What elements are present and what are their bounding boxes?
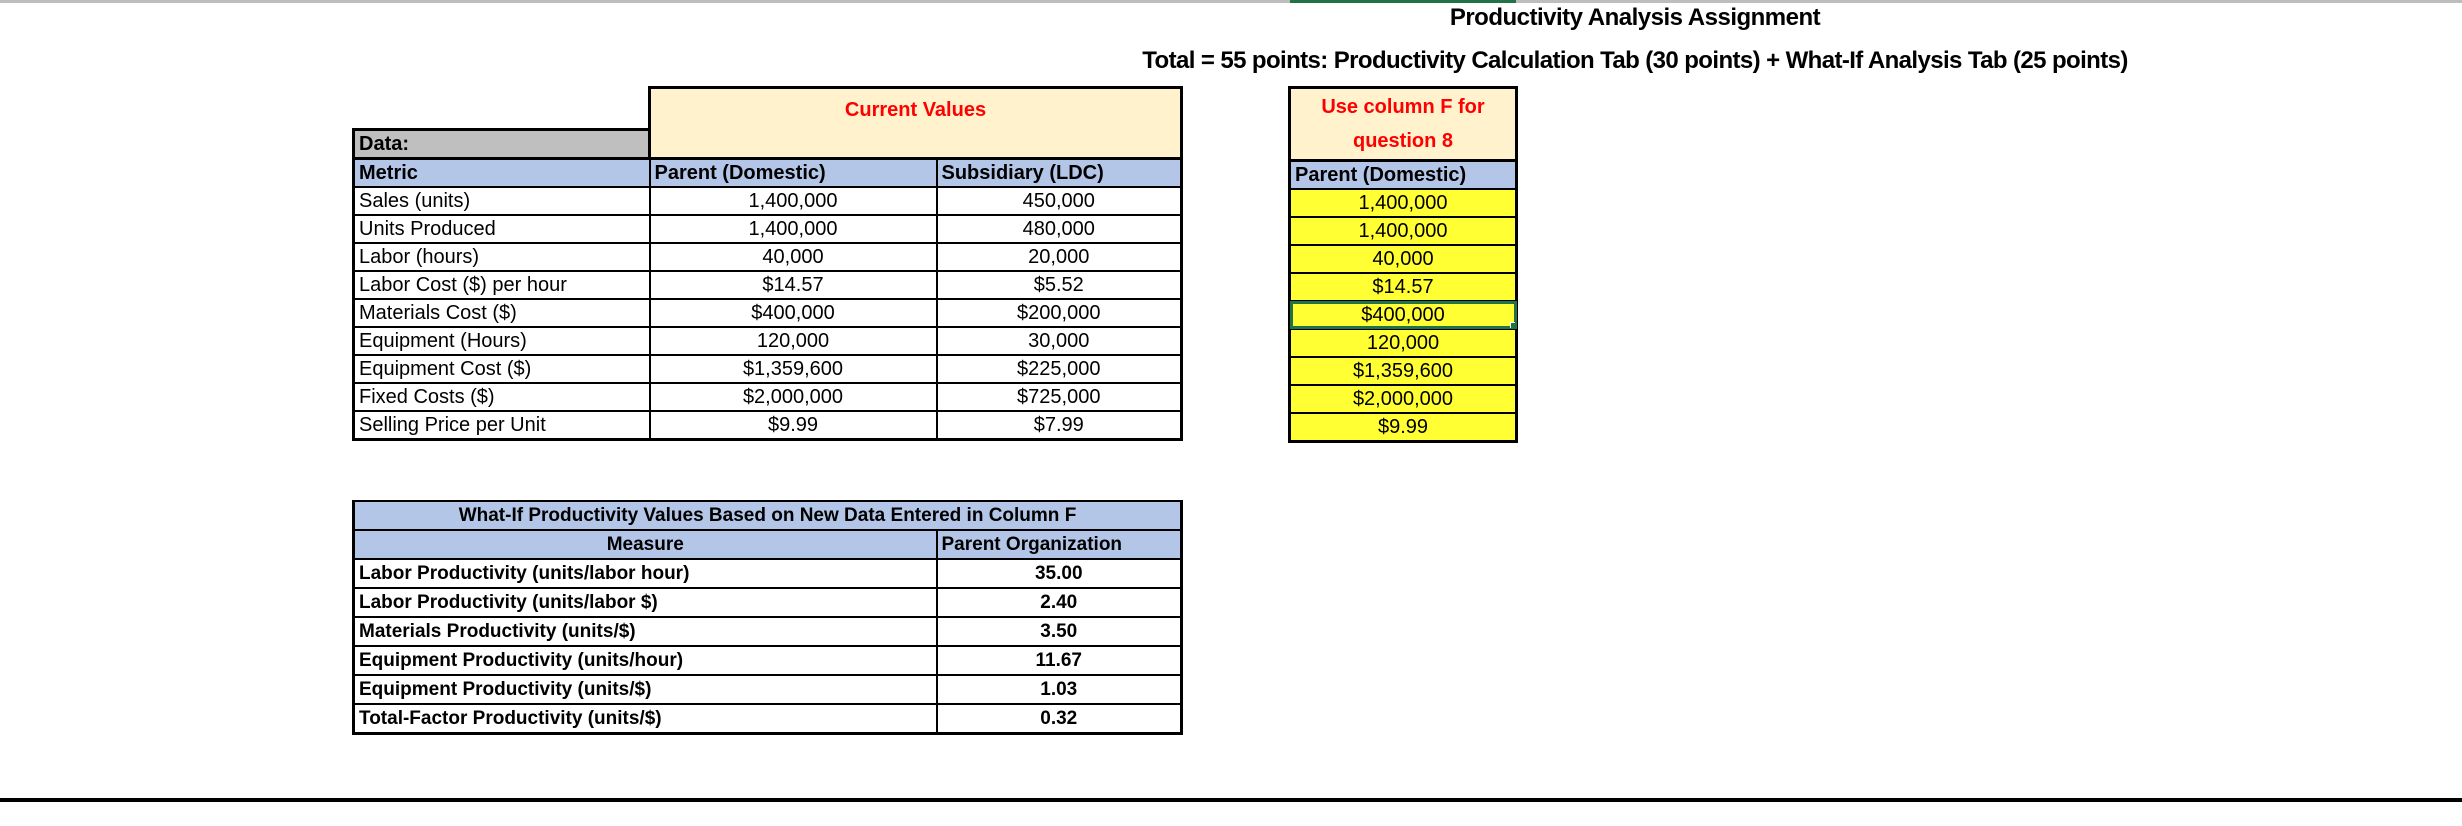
metric-cell[interactable]: Labor Cost ($) per hour (352, 270, 651, 300)
empty-cell[interactable] (354, 88, 650, 130)
parent-value-cell[interactable]: $9.99 (648, 410, 938, 441)
column-f-input-cell[interactable]: 120,000 (1288, 328, 1518, 358)
sheet-bottom-border (0, 798, 2462, 802)
column-f-input-cell[interactable]: $9.99 (1288, 412, 1518, 443)
parent-value-cell[interactable]: 40,000 (648, 242, 938, 272)
table-row: Equipment (Hours) 120,000 30,000 (352, 326, 1183, 356)
column-header-parent-organization[interactable]: Parent Organization (935, 529, 1183, 560)
measure-cell[interactable]: Equipment Productivity (units/$) (352, 674, 938, 705)
column-f-input-cell[interactable]: 40,000 (1288, 244, 1518, 274)
table-row: Labor (hours) 40,000 20,000 (352, 242, 1183, 272)
subsidiary-value-cell[interactable]: $5.52 (935, 270, 1183, 300)
subsidiary-value-cell[interactable]: $200,000 (935, 298, 1183, 328)
parent-value-cell[interactable]: 120,000 (648, 326, 938, 356)
metric-cell[interactable]: Sales (units) (352, 186, 651, 216)
column-f-input-cell[interactable]: $1,359,600 (1288, 356, 1518, 386)
result-value-cell[interactable]: 1.03 (935, 674, 1183, 705)
subsidiary-value-cell[interactable]: 480,000 (935, 214, 1183, 244)
table-row: Fixed Costs ($) $2,000,000 $725,000 (352, 382, 1183, 412)
page-title: Productivity Analysis Assignment (1449, 4, 1821, 31)
metric-cell[interactable]: Equipment Cost ($) (352, 354, 651, 384)
subsidiary-value-cell[interactable]: 450,000 (935, 186, 1183, 216)
subsidiary-value-cell[interactable]: $725,000 (935, 382, 1183, 412)
result-value-cell[interactable]: 0.32 (935, 703, 1183, 735)
column-header-parent[interactable]: Parent (Domestic) (648, 157, 938, 188)
sheet-top-border (0, 0, 2462, 3)
metric-cell[interactable]: Fixed Costs ($) (352, 382, 651, 412)
result-value-cell[interactable]: 3.50 (935, 616, 1183, 647)
current-values-header[interactable]: Current Values (648, 86, 1183, 160)
parent-value-cell[interactable]: 1,400,000 (648, 214, 938, 244)
table-row: Total-Factor Productivity (units/$) 0.32 (352, 703, 1183, 735)
parent-value-cell[interactable]: $14.57 (648, 270, 938, 300)
column-f-note[interactable]: Use column F for question 8 (1288, 86, 1518, 162)
column-header-metric[interactable]: Metric (352, 157, 651, 188)
table-row: Selling Price per Unit $9.99 $7.99 (352, 410, 1183, 441)
result-value-cell[interactable]: 2.40 (935, 587, 1183, 618)
table-row: Sales (units) 1,400,000 450,000 (352, 186, 1183, 216)
parent-value-cell[interactable]: 1,400,000 (648, 186, 938, 216)
column-f-input-cell[interactable]: 1,400,000 (1288, 216, 1518, 246)
table-row: Units Produced 1,400,000 480,000 (352, 214, 1183, 244)
active-column-indicator (1290, 0, 1516, 3)
table-row: Labor Productivity (units/labor $) 2.40 (352, 587, 1183, 618)
measure-cell[interactable]: Labor Productivity (units/labor $) (352, 587, 938, 618)
column-header-subsidiary[interactable]: Subsidiary (LDC) (935, 157, 1183, 188)
column-f-input-table: Use column F for question 8 Parent (Dome… (1288, 86, 1518, 443)
table-row: Materials Productivity (units/$) 3.50 (352, 616, 1183, 647)
table-row: Materials Cost ($) $400,000 $200,000 (352, 298, 1183, 328)
table-row: Labor Productivity (units/labor hour) 35… (352, 558, 1183, 589)
metric-cell[interactable]: Equipment (Hours) (352, 326, 651, 356)
measure-cell[interactable]: Materials Productivity (units/$) (352, 616, 938, 647)
what-if-results-table: What-If Productivity Values Based on New… (352, 500, 1183, 735)
points-summary: Total = 55 points: Productivity Calculat… (1142, 47, 2128, 74)
measure-cell[interactable]: Equipment Productivity (units/hour) (352, 645, 938, 676)
column-f-input-cell[interactable]: 1,400,000 (1288, 188, 1518, 218)
column-f-input-cell[interactable]: $14.57 (1288, 272, 1518, 302)
selected-cell-value: $400,000 (1361, 303, 1445, 326)
column-header-measure[interactable]: Measure (352, 529, 938, 560)
column-f-input-cell-selected[interactable]: $400,000 (1288, 300, 1518, 330)
current-values-table: Current Values Data: Metric Parent (Dome… (352, 86, 1183, 441)
subsidiary-value-cell[interactable]: $7.99 (935, 410, 1183, 441)
measure-cell[interactable]: Total-Factor Productivity (units/$) (352, 703, 938, 735)
what-if-title[interactable]: What-If Productivity Values Based on New… (352, 500, 1183, 531)
parent-value-cell[interactable]: $1,359,600 (648, 354, 938, 384)
data-section-label[interactable]: Data: (352, 128, 651, 160)
measure-cell[interactable]: Labor Productivity (units/labor hour) (352, 558, 938, 589)
column-f-header[interactable]: Parent (Domestic) (1288, 159, 1518, 190)
table-row: Labor Cost ($) per hour $14.57 $5.52 (352, 270, 1183, 300)
parent-value-cell[interactable]: $2,000,000 (648, 382, 938, 412)
result-value-cell[interactable]: 35.00 (935, 558, 1183, 589)
table-row: Equipment Productivity (units/hour) 11.6… (352, 645, 1183, 676)
metric-cell[interactable]: Units Produced (352, 214, 651, 244)
metric-cell[interactable]: Labor (hours) (352, 242, 651, 272)
table-row: Equipment Cost ($) $1,359,600 $225,000 (352, 354, 1183, 384)
table-row: Equipment Productivity (units/$) 1.03 (352, 674, 1183, 705)
fill-handle[interactable] (1510, 322, 1514, 327)
subsidiary-value-cell[interactable]: 30,000 (935, 326, 1183, 356)
column-f-input-cell[interactable]: $2,000,000 (1288, 384, 1518, 414)
metric-cell[interactable]: Selling Price per Unit (352, 410, 651, 441)
subsidiary-value-cell[interactable]: $225,000 (935, 354, 1183, 384)
metric-cell[interactable]: Materials Cost ($) (352, 298, 651, 328)
subsidiary-value-cell[interactable]: 20,000 (935, 242, 1183, 272)
parent-value-cell[interactable]: $400,000 (648, 298, 938, 328)
result-value-cell[interactable]: 11.67 (935, 645, 1183, 676)
